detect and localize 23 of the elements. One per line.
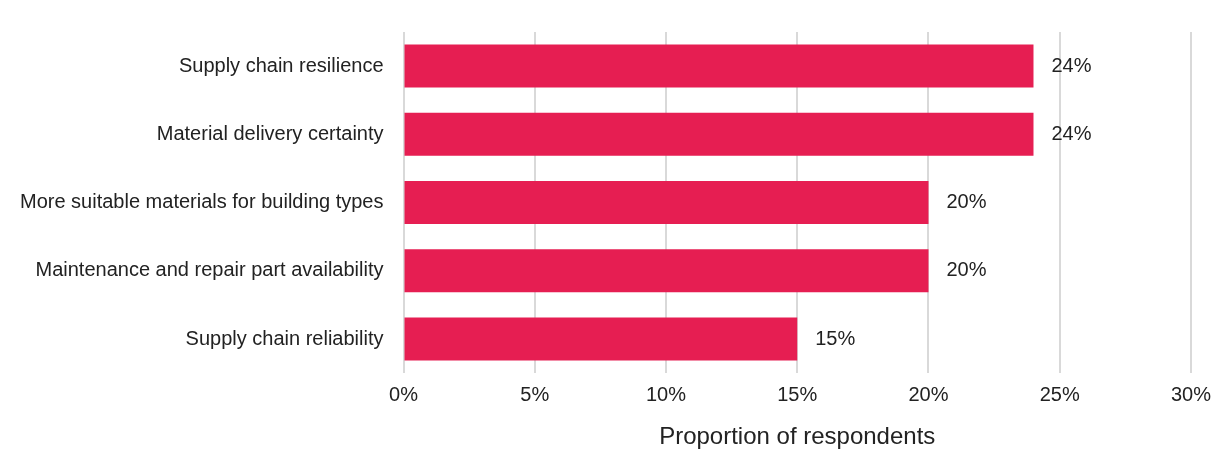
x-tick-label: 15% [777,382,818,405]
y-tick-label: Maintenance and repair part availability [35,258,384,281]
data-label: 24% [1051,53,1092,76]
x-tick-label: 25% [1039,382,1080,405]
x-tick-label: 10% [645,382,687,405]
bar [404,44,1034,88]
x-tick-label: 20% [908,382,949,405]
bar [404,317,798,361]
y-tick-label: Material delivery certainty [156,121,384,144]
bar [404,112,1034,156]
data-label: 20% [946,190,987,213]
y-tick-label: Supply chain resilience [178,53,384,76]
x-tick-label: 5% [520,382,550,405]
y-tick-label: Supply chain reliability [185,326,384,349]
data-label: 24% [1051,121,1092,144]
x-tick-label: 0% [389,382,419,405]
x-axis-title: Proportion of respondents [659,422,936,450]
data-label: 20% [946,258,987,281]
bar [404,249,929,293]
y-tick-label: More suitable materials for building types [19,190,384,213]
bar [404,181,929,225]
data-label: 15% [815,326,856,349]
x-tick-label: 30% [1170,382,1212,405]
